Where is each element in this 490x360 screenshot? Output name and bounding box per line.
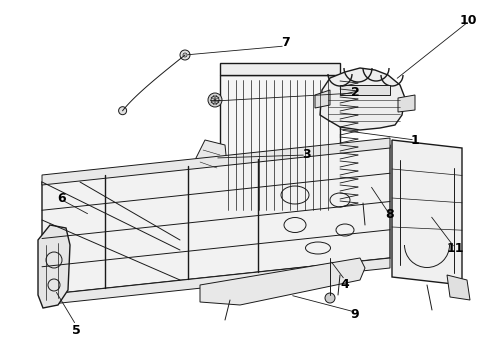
Text: 7: 7 [281,36,290,49]
Polygon shape [392,140,462,285]
Polygon shape [447,275,470,300]
Text: 6: 6 [58,192,66,204]
Polygon shape [220,63,340,75]
Polygon shape [315,90,330,108]
Polygon shape [195,140,227,175]
Polygon shape [200,258,365,305]
Text: 3: 3 [302,148,310,162]
Text: 1: 1 [411,134,419,147]
Text: 8: 8 [386,208,394,221]
Text: 10: 10 [459,13,477,27]
Polygon shape [355,155,377,205]
Circle shape [325,293,335,303]
Polygon shape [42,145,390,295]
Circle shape [208,93,222,107]
Text: 11: 11 [446,242,464,255]
Polygon shape [340,85,390,95]
Text: 4: 4 [341,279,349,292]
Polygon shape [398,95,415,112]
Polygon shape [220,215,340,227]
Text: 2: 2 [351,86,359,99]
Circle shape [119,107,126,115]
Polygon shape [38,225,70,308]
Polygon shape [220,75,340,215]
Text: 9: 9 [351,309,359,321]
Text: 5: 5 [72,324,80,337]
Polygon shape [320,68,405,130]
Polygon shape [42,138,390,185]
Circle shape [180,50,190,60]
Polygon shape [42,258,390,305]
